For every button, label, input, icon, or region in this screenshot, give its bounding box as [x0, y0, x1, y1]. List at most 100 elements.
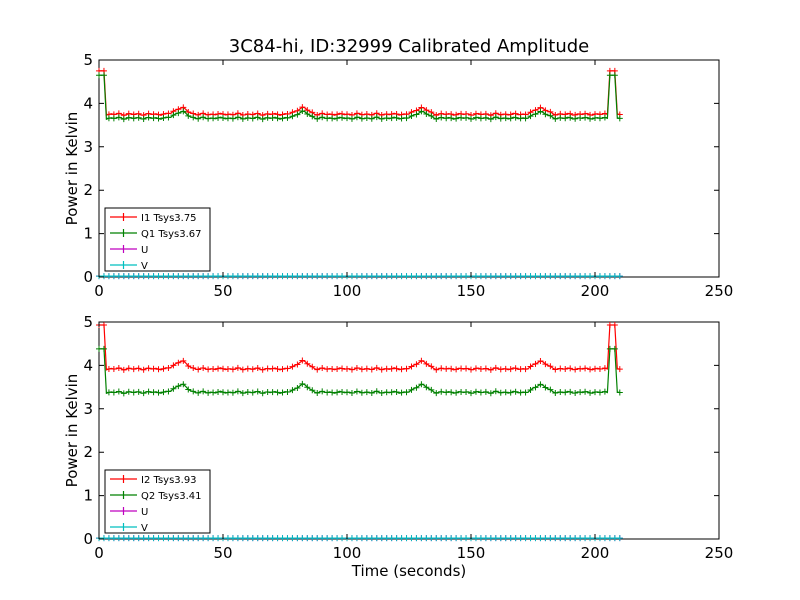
- legend-swatch: [110, 245, 137, 253]
- data-point: [185, 363, 192, 370]
- data-point: [249, 389, 256, 396]
- data-point: [195, 366, 202, 373]
- data-point: [368, 115, 375, 122]
- legend-swatch: [110, 491, 137, 499]
- x-tick-label: 200: [581, 282, 610, 300]
- data-point: [358, 366, 365, 373]
- data-point: [319, 364, 326, 371]
- legend-label: Q2 Tsys3.41: [141, 491, 201, 502]
- data-point: [100, 72, 107, 79]
- data-point: [358, 389, 365, 396]
- data-point: [254, 365, 261, 372]
- data-point: [542, 384, 549, 391]
- legend: I1 Tsys3.75 Q1 Tsys3.67 UV: [104, 207, 211, 272]
- data-point: [587, 366, 594, 373]
- y-tick-label: 4: [83, 94, 93, 112]
- x-tick-label: 100: [333, 282, 362, 300]
- data-point: [304, 360, 311, 367]
- data-point: [547, 363, 554, 370]
- data-point: [309, 113, 316, 120]
- data-point: [140, 390, 147, 397]
- data-point: [299, 380, 306, 387]
- data-point: [552, 389, 559, 396]
- legend-swatch: [110, 475, 137, 483]
- data-point: [403, 365, 410, 372]
- data-point: [567, 114, 574, 121]
- data-point: [180, 108, 187, 115]
- data-point: [229, 115, 236, 122]
- data-point: [294, 384, 301, 391]
- data-point: [448, 365, 455, 372]
- data-point: [512, 388, 519, 395]
- data-point: [393, 365, 400, 372]
- data-point: [319, 114, 326, 121]
- data-point: [433, 366, 440, 373]
- data-point: [130, 115, 137, 122]
- data-point: [438, 114, 445, 121]
- legend-swatch: [110, 229, 137, 237]
- data-point: [239, 115, 246, 122]
- data-point: [408, 113, 415, 120]
- data-point: [234, 388, 241, 395]
- y-tick-label: 5: [83, 313, 93, 331]
- data-point: [428, 112, 435, 119]
- x-tick-label: 250: [705, 282, 734, 300]
- data-point: [259, 390, 266, 397]
- data-point: [601, 114, 608, 121]
- data-point: [527, 386, 534, 393]
- data-point: [562, 389, 569, 396]
- data-point: [289, 387, 296, 394]
- data-point: [572, 366, 579, 373]
- data-point: [596, 366, 603, 373]
- data-point: [249, 366, 256, 373]
- data-point: [472, 365, 479, 372]
- data-point: [532, 384, 539, 391]
- data-point: [527, 363, 534, 370]
- data-point: [616, 273, 623, 280]
- data-point: [180, 357, 187, 364]
- x-tick-label: 0: [94, 282, 104, 300]
- data-point: [314, 390, 321, 397]
- data-point: [552, 115, 559, 122]
- data-point: [314, 366, 321, 373]
- data-point: [175, 110, 182, 117]
- data-point: [448, 115, 455, 122]
- data-point: [130, 389, 137, 396]
- data-point: [542, 361, 549, 368]
- data-point: [279, 115, 286, 122]
- data-point: [472, 388, 479, 395]
- data-point: [393, 389, 400, 396]
- x-tick-label: 100: [333, 544, 362, 562]
- data-point: [596, 389, 603, 396]
- data-point: [601, 365, 608, 372]
- data-point: [234, 114, 241, 121]
- data-point: [463, 365, 470, 372]
- data-point: [284, 114, 291, 121]
- data-point: [125, 114, 132, 121]
- data-point: [611, 72, 618, 79]
- data-point: [492, 114, 499, 121]
- data-point: [453, 366, 460, 373]
- data-point: [348, 115, 355, 122]
- legend-label: I2 Tsys3.93: [141, 475, 197, 486]
- data-point: [487, 366, 494, 373]
- y-tick-label: 1: [83, 487, 93, 505]
- data-point: [616, 389, 623, 396]
- data-point: [413, 361, 420, 368]
- data-point: [468, 115, 474, 122]
- data-point: [190, 364, 197, 371]
- x-tick-label: 0: [94, 544, 104, 562]
- data-point: [145, 388, 152, 395]
- data-point: [165, 388, 172, 395]
- y-tick-label: 4: [83, 356, 93, 374]
- data-point: [175, 383, 182, 390]
- data-point: [413, 384, 420, 391]
- data-point: [512, 114, 519, 121]
- x-tick-label: 150: [457, 282, 486, 300]
- series-2: [96, 72, 623, 123]
- data-point: [428, 363, 435, 370]
- data-point: [582, 114, 589, 121]
- data-point: [165, 365, 172, 372]
- data-point: [423, 360, 430, 367]
- data-point: [378, 390, 385, 397]
